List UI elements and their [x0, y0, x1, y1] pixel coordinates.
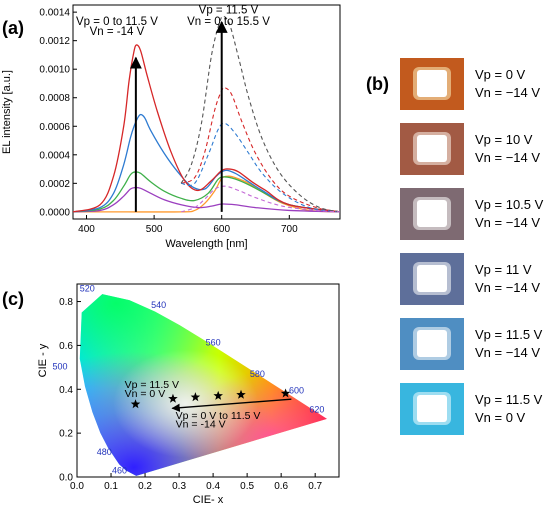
photo-vp-label: Vp = 11 V [475, 262, 532, 277]
spectrum-y-tick-label: 0.0004 [39, 150, 70, 161]
cie-wavelength-label: 520 [80, 284, 95, 294]
photo-vp-label: Vp = 10.5 V [475, 197, 544, 212]
spectrum-y-tick-label: 0.0002 [39, 179, 70, 190]
device-emitting-area [417, 70, 447, 97]
spectrum-series-line-4 [73, 44, 340, 213]
cie-wavelength-label: 500 [52, 362, 67, 372]
cie-color-gamut [79, 294, 327, 476]
panel-label-a: (a) [2, 18, 24, 38]
cie-wavelength-label: 460 [112, 466, 127, 476]
spectrum-y-tick-label: 0.0000 [39, 207, 70, 218]
cie-wavelength-label: 540 [151, 300, 166, 310]
cie-data-point-star [130, 399, 141, 409]
cie-y-tick-label: 0.4 [59, 385, 73, 396]
spectrum-y-tick-label: 0.0008 [39, 93, 70, 104]
cie-gamut-white-region [79, 294, 327, 476]
device-photo-5: Vp = 11.5 V Vn = 0 V [400, 383, 543, 435]
spectrum-series-line-7 [180, 15, 340, 213]
cie-annotation: Vn = -14 V [176, 419, 226, 431]
device-emitting-area [417, 200, 447, 227]
cie-y-tick-label: 0.0 [59, 473, 73, 484]
spectrum-y-axis-title: EL intensity [a.u.] [1, 70, 13, 154]
cie-data-point-star [280, 388, 291, 398]
cie-y-axis-title: CIE - y [37, 343, 49, 377]
photo-vp-label: Vp = 0 V [475, 67, 526, 82]
cie-x-tick-label: 0.5 [240, 481, 254, 492]
spectrum-x-tick-label: 400 [78, 224, 95, 235]
cie-annotation: Vn = 0 V [125, 388, 166, 400]
photo-vn-label: Vn = −14 V [475, 150, 540, 165]
device-photo-2: Vp = 10.5 V Vn = −14 V [400, 188, 544, 240]
spectrum-series-line-5 [180, 86, 340, 213]
cie-x-tick-label: 0.7 [308, 481, 322, 492]
cie-data-point-star [213, 390, 223, 400]
spectrum-x-tick-label: 700 [281, 224, 298, 235]
spectrum-series-line-1 [73, 186, 340, 213]
spectrum-plot: 400 500 600 700 0.0000 0.0002 0.0004 0.0006 0.00… [1, 4, 341, 250]
photo-vn-label: Vn = −14 V [475, 85, 540, 100]
cie-plot-frame [76, 283, 340, 478]
device-emitting-area [417, 265, 447, 292]
cie-wavelength-label: 480 [97, 447, 112, 457]
spectrum-x-tick-label: 600 [213, 224, 230, 235]
spectrum-y-tick-label: 0.0014 [39, 8, 70, 19]
cie-wavelength-label: 600 [289, 386, 304, 396]
cie-annotation: Vp = 0 V to 11.5 V [176, 410, 261, 422]
photo-vn-label: Vn = −14 V [475, 345, 540, 360]
photo-vp-label: Vp = 10 V [475, 132, 533, 147]
cie-data-point-star [236, 389, 246, 399]
device-photo-4: Vp = 11.5 V Vn = −14 V [400, 318, 543, 370]
photo-vn-label: Vn = 0 V [475, 410, 526, 425]
spectrum-series-line-6 [181, 122, 340, 213]
cie-x-tick-label: 0.3 [172, 481, 186, 492]
spectrum-series-line-8 [180, 185, 340, 213]
cie-annotation: Vp = 11.5 V [125, 379, 179, 391]
device-emitting-area [417, 395, 447, 422]
cie-x-tick-label: 0.1 [104, 481, 118, 492]
cie-trend-arrow [171, 398, 292, 412]
cie-diagram: 0.0 0.1 0.2 0.3 0.4 0.5 0.6 0.70.00.20.40.60.8 … [37, 283, 340, 506]
device-photo-0: Vp = 0 V Vn = −14 V [400, 58, 540, 110]
spectrum-annotation: Vp = 0 to 11.5 V [76, 16, 158, 28]
device-photo-1: Vp = 10 V Vn = −14 V [400, 123, 540, 175]
spectrum-annotation: Vn = 0 to 15.5 V [187, 16, 270, 28]
cie-wavelength-label: 560 [206, 337, 221, 347]
cie-wavelength-label: 620 [309, 404, 324, 414]
spectrum-x-tick-label: 500 [146, 224, 163, 235]
photo-vp-label: Vp = 11.5 V [475, 392, 543, 407]
panel-label-c: (c) [2, 289, 24, 309]
spectrum-y-tick-label: 0.0012 [39, 36, 70, 47]
cie-y-tick-label: 0.8 [59, 297, 73, 308]
spectrum-series-line-2 [73, 171, 340, 213]
cie-y-tick-label: 0.2 [59, 429, 73, 440]
cie-data-point-star [168, 393, 178, 403]
spectrum-annotation: Vn = -14 V [90, 26, 145, 38]
cie-x-tick-label: 0.0 [70, 481, 84, 492]
photo-vp-label: Vp = 11.5 V [475, 327, 543, 342]
cie-x-tick-label: 0.4 [206, 481, 220, 492]
cie-data-point-star [190, 392, 201, 402]
device-emitting-area [417, 135, 447, 162]
cie-wavelength-label: 580 [250, 369, 265, 379]
cie-x-tick-label: 0.6 [274, 481, 288, 492]
cie-x-axis-title: CIE- x [193, 494, 224, 506]
spectrum-annotation: Vp = 11.5 V [199, 5, 259, 17]
spectrum-x-axis-title: Wavelength [nm] [165, 238, 247, 250]
device-photo-column: Vp = 0 VVn = −14 VVp = 10 VVn = −14 VVp … [400, 58, 544, 435]
device-photo-3: Vp = 11 V Vn = −14 V [400, 253, 540, 305]
cie-y-tick-label: 0.6 [59, 341, 73, 352]
spectrum-y-tick-label: 0.0006 [39, 122, 70, 133]
spectrum-plot-frame [72, 4, 341, 220]
cie-x-tick-label: 0.2 [138, 481, 152, 492]
photo-vn-label: Vn = −14 V [475, 280, 540, 295]
panel-label-b: (b) [366, 74, 389, 94]
spectrum-series-line-3 [73, 113, 340, 213]
spectrum-y-tick-label: 0.0010 [39, 65, 70, 76]
photo-vn-label: Vn = −14 V [475, 215, 540, 230]
device-emitting-area [417, 330, 447, 357]
